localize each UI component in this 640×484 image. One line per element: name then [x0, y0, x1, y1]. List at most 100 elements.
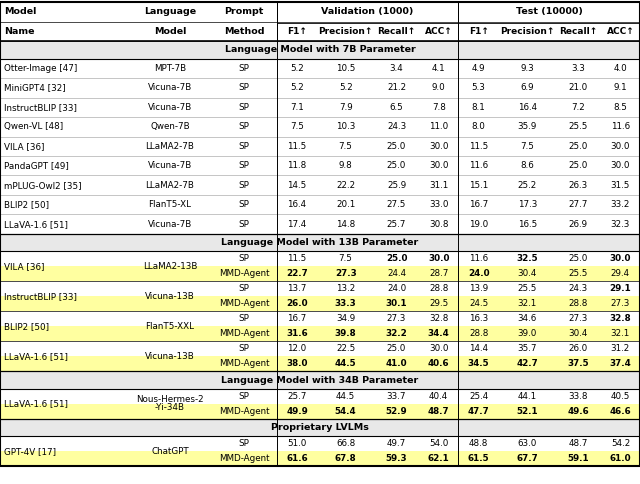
Text: mPLUG-Owl2 [35]: mPLUG-Owl2 [35]	[4, 181, 82, 190]
Text: 40.4: 40.4	[429, 392, 449, 401]
Text: SP: SP	[239, 122, 250, 131]
Text: 54.2: 54.2	[611, 439, 630, 449]
Bar	[0, 372, 640, 389]
Text: 27.3: 27.3	[387, 315, 406, 323]
Text: 7.8: 7.8	[432, 103, 445, 112]
Bar	[0, 437, 640, 467]
Text: 26.9: 26.9	[569, 220, 588, 229]
Text: 25.0: 25.0	[386, 255, 407, 263]
Text: FlanT5-XXL: FlanT5-XXL	[145, 322, 195, 331]
Text: 11.5: 11.5	[287, 142, 307, 151]
Text: Name: Name	[4, 27, 35, 36]
Text: 49.6: 49.6	[568, 407, 589, 416]
Bar	[0, 452, 640, 467]
Text: 30.0: 30.0	[429, 345, 449, 353]
Text: ACC↑: ACC↑	[425, 27, 452, 36]
Text: 31.6: 31.6	[286, 330, 308, 338]
Text: 25.5: 25.5	[568, 270, 588, 278]
Text: GPT-4V [17]: GPT-4V [17]	[4, 447, 56, 456]
Text: 66.8: 66.8	[336, 439, 355, 449]
Text: 9.8: 9.8	[339, 161, 353, 170]
Text: PandaGPT [49]: PandaGPT [49]	[4, 161, 69, 170]
Bar	[0, 297, 640, 312]
Text: 21.0: 21.0	[568, 83, 588, 92]
Text: 25.0: 25.0	[387, 345, 406, 353]
Text: 9.1: 9.1	[614, 83, 627, 92]
Text: Recall↑: Recall↑	[559, 27, 597, 36]
Text: 62.1: 62.1	[428, 454, 449, 464]
Text: 40.5: 40.5	[611, 392, 630, 401]
Text: 16.7: 16.7	[469, 200, 488, 209]
Text: 34.4: 34.4	[428, 330, 449, 338]
Text: 44.5: 44.5	[336, 392, 355, 401]
Text: 33.3: 33.3	[335, 300, 356, 308]
Text: 44.5: 44.5	[335, 360, 356, 368]
Text: 44.1: 44.1	[518, 392, 537, 401]
Text: 26.0: 26.0	[286, 300, 308, 308]
Text: 63.0: 63.0	[518, 439, 537, 449]
Text: 8.1: 8.1	[472, 103, 486, 112]
Text: 24.0: 24.0	[387, 285, 406, 293]
Bar	[0, 357, 640, 372]
Text: 11.6: 11.6	[611, 122, 630, 131]
Text: Test (10000): Test (10000)	[516, 7, 582, 16]
Text: 4.9: 4.9	[472, 64, 486, 73]
Text: 28.7: 28.7	[429, 270, 449, 278]
Text: SP: SP	[239, 392, 250, 401]
Text: Language Model with 13B Parameter: Language Model with 13B Parameter	[221, 238, 419, 247]
Text: 7.1: 7.1	[290, 103, 304, 112]
Text: 25.9: 25.9	[387, 181, 406, 190]
Text: 28.8: 28.8	[568, 300, 588, 308]
Text: 4.1: 4.1	[432, 64, 445, 73]
Text: ACC↑: ACC↑	[607, 27, 634, 36]
Text: 32.2: 32.2	[386, 330, 408, 338]
Text: LLaVA-1.6 [51]: LLaVA-1.6 [51]	[4, 399, 68, 408]
Bar	[0, 312, 640, 342]
Text: MMD-Agent: MMD-Agent	[219, 360, 269, 368]
Text: 22.7: 22.7	[286, 270, 308, 278]
Text: 28.8: 28.8	[429, 285, 449, 293]
Text: 46.6: 46.6	[609, 407, 631, 416]
Text: MPT-7B: MPT-7B	[154, 64, 186, 73]
Text: 30.0: 30.0	[429, 142, 449, 151]
Text: SP: SP	[239, 161, 250, 170]
Text: SP: SP	[239, 83, 250, 92]
Text: 31.2: 31.2	[611, 345, 630, 353]
Text: 6.9: 6.9	[520, 83, 534, 92]
Text: 52.1: 52.1	[516, 407, 538, 416]
Text: SP: SP	[239, 255, 250, 263]
Text: Validation (1000): Validation (1000)	[321, 7, 413, 16]
Text: Qwen-7B: Qwen-7B	[150, 122, 190, 131]
Text: 25.0: 25.0	[568, 142, 588, 151]
Text: Method: Method	[223, 27, 264, 36]
Text: SP: SP	[239, 103, 250, 112]
Text: 11.5: 11.5	[469, 142, 488, 151]
Text: 67.8: 67.8	[335, 454, 356, 464]
Text: 16.4: 16.4	[518, 103, 537, 112]
Text: 7.5: 7.5	[520, 142, 534, 151]
Bar	[0, 252, 640, 282]
Text: 27.5: 27.5	[387, 200, 406, 209]
Text: 61.5: 61.5	[468, 454, 490, 464]
Text: 7.5: 7.5	[339, 142, 353, 151]
Text: 30.0: 30.0	[611, 142, 630, 151]
Text: 37.4: 37.4	[609, 360, 631, 368]
Text: 27.3: 27.3	[568, 315, 588, 323]
Bar	[0, 234, 640, 252]
Text: 31.5: 31.5	[611, 181, 630, 190]
Text: 16.7: 16.7	[287, 315, 307, 323]
Text: 39.0: 39.0	[518, 330, 537, 338]
Text: 32.8: 32.8	[610, 315, 631, 323]
Text: 54.4: 54.4	[335, 407, 356, 416]
Text: 30.4: 30.4	[568, 330, 588, 338]
Text: 3.3: 3.3	[572, 64, 585, 73]
Bar	[0, 327, 640, 342]
Text: MMD-Agent: MMD-Agent	[219, 300, 269, 308]
Text: 30.0: 30.0	[428, 255, 449, 263]
Text: 37.5: 37.5	[568, 360, 589, 368]
Text: 30.0: 30.0	[611, 161, 630, 170]
Text: 30.4: 30.4	[518, 270, 537, 278]
Text: 30.8: 30.8	[429, 220, 449, 229]
Text: 59.3: 59.3	[386, 454, 407, 464]
Text: 13.7: 13.7	[287, 285, 307, 293]
